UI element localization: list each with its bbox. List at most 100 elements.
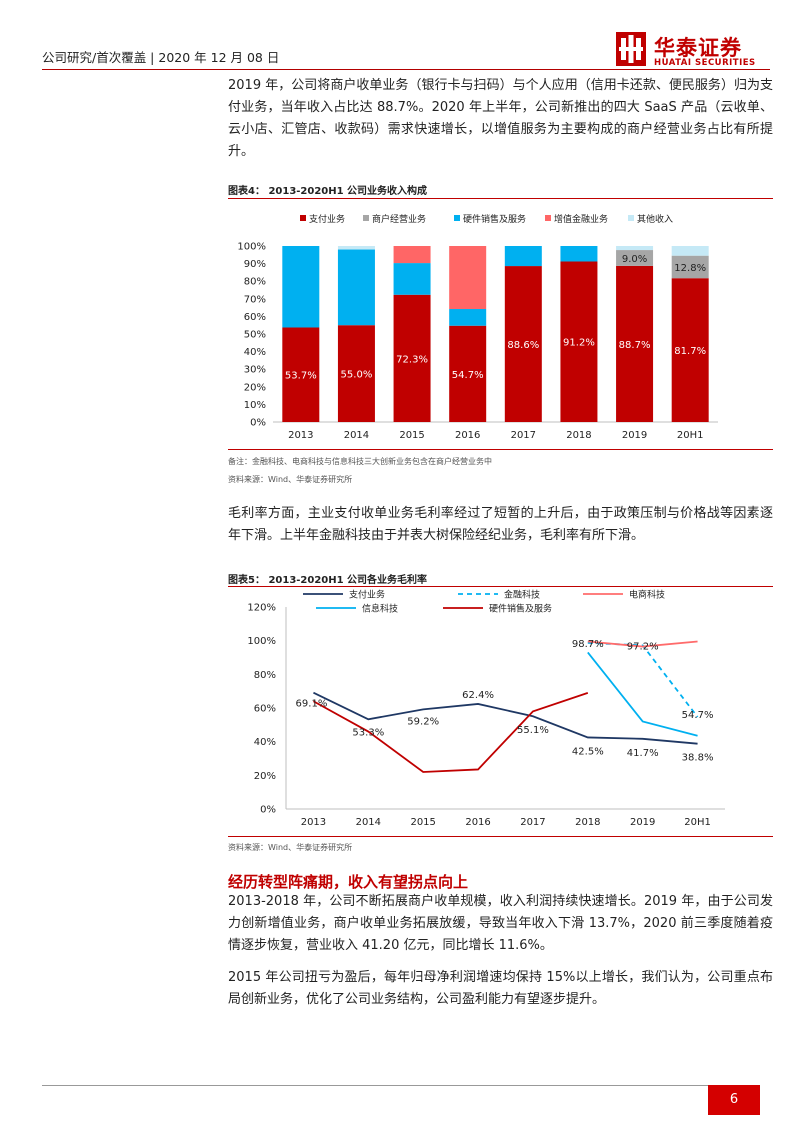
legend-label: 金融科技 [504,589,540,601]
bar-segment [504,246,542,267]
bar-segment [560,246,598,262]
header-text: 公司研究/首次覆盖 | 2020 年 12 月 08 日 [42,50,280,65]
y-tick-label: 20% [244,382,266,393]
bar-segment [616,250,654,266]
logo-en-text: HUATAI SECURITIES [654,58,756,68]
legend-label: 硬件销售及服务 [463,213,526,225]
figure4-bottom-rule [228,449,773,450]
figure5-source: 资料来源：Wind、华泰证券研究所 [228,843,353,852]
y-tick-label: 70% [244,294,266,305]
figure4-rule [228,198,773,199]
bar-segment [282,246,320,328]
x-tick-label: 2017 [520,817,545,828]
x-tick-label: 2014 [344,430,369,441]
figure5-rule [228,586,773,587]
y-tick-label: 40% [254,737,276,748]
bar-segment [616,265,654,422]
figure4-source: 资料来源：Wind、华泰证券研究所 [228,475,353,484]
y-tick-label: 50% [244,330,266,341]
section-title: 经历转型阵痛期，收入有望拐点向上 [228,873,469,891]
legend-swatch [454,215,460,221]
data-label: 54.7% [452,370,484,381]
legend-label: 支付业务 [309,213,345,225]
bar-segment [393,263,431,295]
bar-segment [449,325,487,422]
bar-segment [393,294,431,422]
series-line [313,691,589,773]
x-tick-label: 2018 [566,430,591,441]
figure4-title: 图表4： 2013-2020H1 公司业务收入构成 [228,186,428,197]
paragraph-revenue-trend: 2013-2018 年，公司不断拓展商户收单规模，收入利润持续快速增长。2019… [228,894,773,953]
y-tick-label: 40% [244,347,266,358]
legend-label: 其他收入 [637,213,673,225]
revenue-composition-chart: 支付业务 商户经营业务 硬件销售及服务 增值金融业务 其他收入 0% 10% 20% 30% 40… [237,213,718,441]
bar-segment [560,261,598,422]
data-label: 12.8% [674,263,706,274]
bar-segment [671,255,709,279]
y-tick-label: 0% [260,805,276,816]
x-tick-label: 2013 [301,817,326,828]
legend-label: 增值金融业务 [554,213,608,225]
bar-segment [449,246,487,310]
y-tick-label: 80% [254,670,276,681]
paragraph-profit-outlook: 2015 年公司扭亏为盈后，每年归母净利润增速均保持 15%以上增长，我们认为，… [228,970,773,1007]
y-tick-label: 60% [244,312,266,323]
bar-segment [282,327,320,422]
y-tick-label: 100% [237,242,266,253]
figure5-title: 图表5： 2013-2020H1 公司各业务毛利率 [228,575,428,586]
page-number: 6 [729,1092,739,1107]
data-label: 81.7% [674,346,706,357]
data-label: 53.3% [352,727,384,738]
y-tick-label: 90% [244,259,266,270]
legend-swatch [628,215,634,221]
bar-segment [393,246,431,264]
legend-label: 支付业务 [349,589,385,601]
data-label: 55.1% [517,725,549,736]
bar-segment [337,249,375,326]
paragraph-gross-margin: 毛利率方面，主业支付收单业务毛利率经过了短暂的上升后，由于政策压制与价格战等因素… [228,506,773,543]
legend-label: 硬件销售及服务 [489,603,552,615]
figure4-note: 备注：金融科技、电商科技与信息科技三大创新业务包含在商户经营业务中 [228,457,492,466]
legend-swatch [300,215,306,221]
bar-segment [337,325,375,422]
bar-segment [449,309,487,326]
x-tick-label: 2016 [455,430,480,441]
data-label: 72.3% [396,354,428,365]
data-label: 91.2% [563,338,595,349]
x-tick-label: 2019 [630,817,655,828]
x-tick-label: 2013 [288,430,313,441]
series-line [587,641,699,718]
data-label: 97.2% [627,641,659,652]
y-tick-label: 30% [244,365,266,376]
legend-label: 信息科技 [362,603,398,615]
logo-mark-icon [616,32,646,66]
x-tick-label: 2014 [356,817,381,828]
series-line [587,640,698,648]
y-tick-label: 20% [254,771,276,782]
figure5-bottom-rule [228,836,773,837]
legend-label: 电商科技 [629,589,665,601]
bar-segment [616,246,654,251]
legend-swatch [545,215,551,221]
y-tick-label: 60% [254,704,276,715]
y-tick-label: 10% [244,400,266,411]
data-label: 62.4% [462,690,494,701]
paragraph-revenue-structure: 2019 年，公司将商户收单业务（银行卡与扫码）与个人应用（信用卡还款、便民服务… [228,78,773,159]
y-tick-label: 80% [244,277,266,288]
bar-segment [337,246,375,250]
data-label: 54.7% [682,710,714,721]
bar-segment [671,278,709,422]
x-tick-label: 2015 [410,817,435,828]
data-label: 69.1% [296,699,328,710]
data-label: 98.7% [572,639,604,650]
data-label: 41.7% [627,748,659,759]
footer-rule [42,1085,732,1086]
bar-segment [671,246,709,256]
data-label: 88.6% [507,340,539,351]
x-tick-label: 2017 [511,430,536,441]
bar-segment [504,266,542,422]
x-tick-label: 2018 [575,817,600,828]
x-tick-label: 20H1 [677,430,704,441]
x-tick-label: 2015 [399,430,424,441]
legend-swatch [363,215,369,221]
